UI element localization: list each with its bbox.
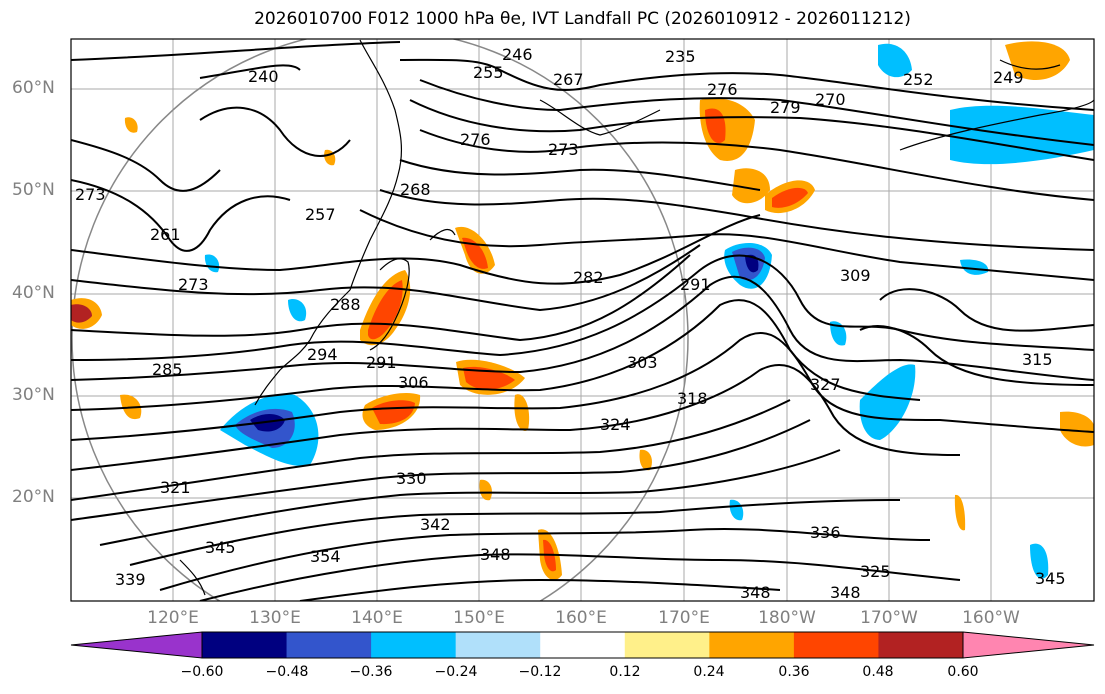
colorbar-tick: −0.48 (265, 664, 309, 680)
contour-label: 288 (330, 295, 361, 314)
contour-label: 252 (903, 70, 934, 89)
lat-label-60n: 60°N (12, 78, 55, 98)
theta-e-contours (71, 41, 1094, 601)
contour-label: 255 (473, 63, 504, 82)
colorbar-tick: −0.24 (434, 664, 478, 680)
contour-label: 345 (1035, 569, 1066, 588)
contour-label: 342 (420, 515, 451, 534)
colorbar-extend-low (71, 632, 202, 658)
colorbar-tick: 0.60 (947, 664, 979, 680)
contour-label: 325 (860, 562, 891, 581)
lat-label-50n: 50°N (12, 180, 55, 200)
contour-label: 273 (548, 140, 579, 159)
colorbar-tick: 0.48 (862, 664, 894, 680)
contour-label: 306 (398, 373, 429, 392)
contour-label: 348 (740, 583, 771, 602)
colorbar-segment (540, 632, 626, 658)
contour-label: 276 (707, 80, 738, 99)
contour-label: 261 (150, 225, 181, 244)
lon-label-170w: 170°W (860, 608, 918, 628)
colorbar-tick: 0.36 (778, 664, 810, 680)
contour-label: 282 (573, 268, 604, 287)
contour-label: 345 (205, 538, 236, 557)
contour-label: 324 (600, 415, 631, 434)
lat-label-20n: 20°N (12, 487, 55, 507)
lon-label-160w: 160°W (962, 608, 1020, 628)
contour-label: 246 (502, 45, 533, 64)
figure-title: 2026010700 F012 1000 hPa θe, IVT Landfal… (254, 9, 911, 29)
colorbar-tick: −0.60 (180, 664, 224, 680)
lon-label-120e: 120°E (147, 608, 199, 628)
lon-label-170e: 170°E (658, 608, 710, 628)
contour-label: 354 (310, 547, 341, 566)
lon-label-130e: 130°E (249, 608, 301, 628)
contour-label: 273 (178, 275, 209, 294)
contour-label: 268 (400, 180, 431, 199)
contour-label: 309 (840, 266, 871, 285)
contour-label: 267 (553, 70, 584, 89)
colorbar (70, 631, 1095, 659)
contour-labels: 240 246 255 267 235 276 270 279 249 252 … (75, 45, 1066, 602)
colorbar-segment (371, 632, 457, 658)
contour-label: 303 (627, 353, 658, 372)
contour-label: 279 (770, 98, 801, 117)
landfall-region-circle (71, 39, 689, 601)
contour-label: 318 (677, 389, 708, 408)
positive-pc-shading (71, 41, 1094, 580)
colorbar-tick: −0.36 (349, 664, 393, 680)
lat-label-40n: 40°N (12, 283, 55, 303)
graticule (71, 39, 1094, 601)
contour-label: 348 (830, 583, 861, 602)
contour-label: 336 (810, 523, 841, 542)
colorbar-tick: 0.24 (693, 664, 725, 680)
contour-label: 273 (75, 185, 106, 204)
lon-label-180w: 180°W (758, 608, 816, 628)
map-frame (70, 38, 1095, 602)
contour-label: 257 (305, 205, 336, 224)
contour-label: 339 (115, 570, 146, 589)
lon-label-160e: 160°E (555, 608, 607, 628)
contour-label: 249 (993, 68, 1024, 87)
negative-pc-shading (204, 43, 1094, 579)
contour-label: 327 (810, 375, 841, 394)
contour-label: 285 (152, 360, 183, 379)
contour-label: 291 (680, 275, 711, 294)
colorbar-segment (286, 632, 372, 658)
contour-label: 291 (366, 353, 397, 372)
contour-label: 270 (815, 90, 846, 109)
contour-label: 348 (480, 545, 511, 564)
colorbar-extend-high (963, 632, 1094, 658)
colorbar-segment (709, 632, 795, 658)
contour-label: 240 (248, 67, 279, 86)
contour-label: 321 (160, 478, 191, 497)
contour-label: 330 (396, 469, 427, 488)
lon-label-150e: 150°E (453, 608, 505, 628)
contour-label: 235 (665, 47, 696, 66)
colorbar-segment (455, 632, 541, 658)
colorbar-segment (878, 632, 964, 658)
colorbar-segment (624, 632, 710, 658)
colorbar-segment (793, 632, 879, 658)
contour-label: 276 (460, 130, 491, 149)
contour-label: 315 (1022, 350, 1053, 369)
colorbar-tick: −0.12 (518, 664, 562, 680)
lat-label-30n: 30°N (12, 385, 55, 405)
colorbar-segment (202, 632, 288, 658)
lon-label-140e: 140°E (351, 608, 403, 628)
coastlines (179, 39, 1094, 596)
colorbar-tick: 0.12 (609, 664, 641, 680)
contour-label: 294 (307, 345, 338, 364)
